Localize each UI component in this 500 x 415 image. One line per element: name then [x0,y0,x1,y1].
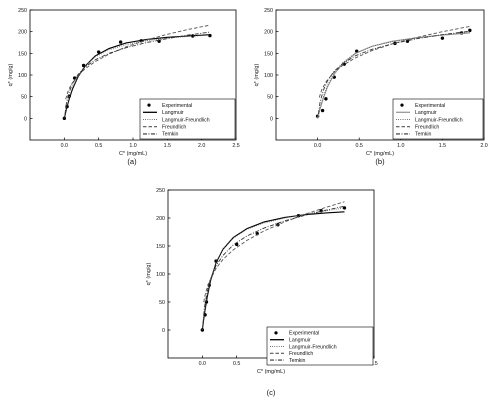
y-tick-label: 200 [156,216,165,222]
legend-label: Langmuir-Freundlich [289,344,337,350]
legend-label: Langmuir-Freundlich [415,117,463,123]
x-tick-label: 2.5 [232,143,239,149]
legend-label: Experimental [162,103,192,109]
panel-label: (a) [127,157,137,166]
series-line-freundlich [318,26,470,98]
series-line-temkin [64,31,210,115]
y-axis-title: q* (mg/g) [146,263,152,286]
legend-box [266,326,374,366]
x-tick-label: 2.5 [370,361,377,367]
y-tick-label: 100 [264,73,273,79]
x-tick-label: 0.5 [233,361,240,367]
legend-marker [147,103,151,107]
legend-marker [274,331,278,335]
y-tick-label: 50 [159,300,165,306]
legend-label: Freundlich [415,125,439,131]
y-tick-label: 100 [18,73,27,79]
legend-label: Freundlich [289,351,313,357]
y-tick-label: 0 [24,116,27,122]
x-axis-title: C* (mg/mL) [366,151,394,157]
y-tick-label: 50 [267,95,273,101]
series-line-freundlich [65,24,210,100]
x-tick-label: 0.0 [61,143,68,149]
chart-panel-a: 0.0 0.5 1.0 1.5 2.0 2.5 0 50 100 150 200 250 C* (mg/… [8,8,240,166]
experimental-point [405,39,410,43]
y-tick-label: 150 [264,51,273,57]
legend-label: Langmuir [289,338,311,344]
y-tick-label: 250 [18,8,27,14]
x-tick-label: 1.0 [129,143,136,149]
series-line-langmuir-freundlich [63,34,210,119]
x-tick-label: 1.5 [439,143,446,149]
legend-label: Temkin [415,132,432,138]
panel-label: (b) [375,157,385,166]
experimental-point [320,108,325,113]
series-line-langmuir [201,211,345,331]
y-tick-label: 100 [156,272,165,278]
y-axis-title: q* (mg/g) [8,64,14,87]
experimental-point [468,28,472,33]
legend-box [139,98,236,140]
series-line-langmuir [317,32,470,119]
y-tick-label: 0 [270,116,273,122]
chart-panel-b: 0.0 0.5 1.0 1.5 2.0 0 50 100 150 200 250 C* (mg/mL)… [254,8,488,166]
legend-label: Freundlich [162,125,186,131]
experimental-point [440,36,445,40]
legend-label: Experimental [415,103,445,109]
series-line-langmuir [63,34,210,119]
legend-label: Langmuir-Freundlich [162,117,210,123]
series-line-langmuir-freundlich [317,32,470,119]
legend-label: Experimental [289,331,319,337]
experimental-point [324,97,328,101]
legend-label: Langmuir [162,110,184,116]
y-axis-title: q* (mg/g) [254,64,260,87]
y-tick-label: 150 [156,244,165,250]
y-tick-label: 200 [18,30,27,36]
series-line-freundlich [203,201,345,303]
x-tick-label: 2.0 [198,143,205,149]
panel-label: (c) [267,388,276,397]
series-line-temkin [317,30,470,115]
y-tick-label: 250 [264,8,273,14]
y-tick-label: 50 [21,95,27,101]
x-tick-label: 0.0 [199,361,206,367]
legend-label: Temkin [162,132,179,138]
experimental-point [96,50,101,54]
experimental-point [118,40,123,44]
y-tick-label: 150 [18,51,27,57]
x-tick-label: 2.0 [480,143,487,149]
series-line-langmuir-freundlich [201,207,345,331]
legend-marker [400,103,404,107]
x-tick-label: 0.5 [356,143,363,149]
legend-label: Langmuir [415,110,437,116]
experimental-point [342,206,347,210]
y-tick-label: 200 [264,30,273,36]
x-tick-label: 0.5 [95,143,102,149]
x-axis-title: C* (mg/mL) [119,151,147,157]
experimental-point [355,49,359,53]
legend-box [392,98,484,140]
y-tick-label: 0 [162,328,165,334]
x-tick-label: 1.5 [164,143,171,149]
x-axis-title: C* (mg/mL) [257,369,285,375]
y-tick-label: 250 [156,188,165,194]
x-tick-label: 1.0 [397,143,404,149]
experimental-point [62,116,67,121]
legend-label: Temkin [289,358,306,364]
x-tick-label: 0.0 [314,143,321,149]
